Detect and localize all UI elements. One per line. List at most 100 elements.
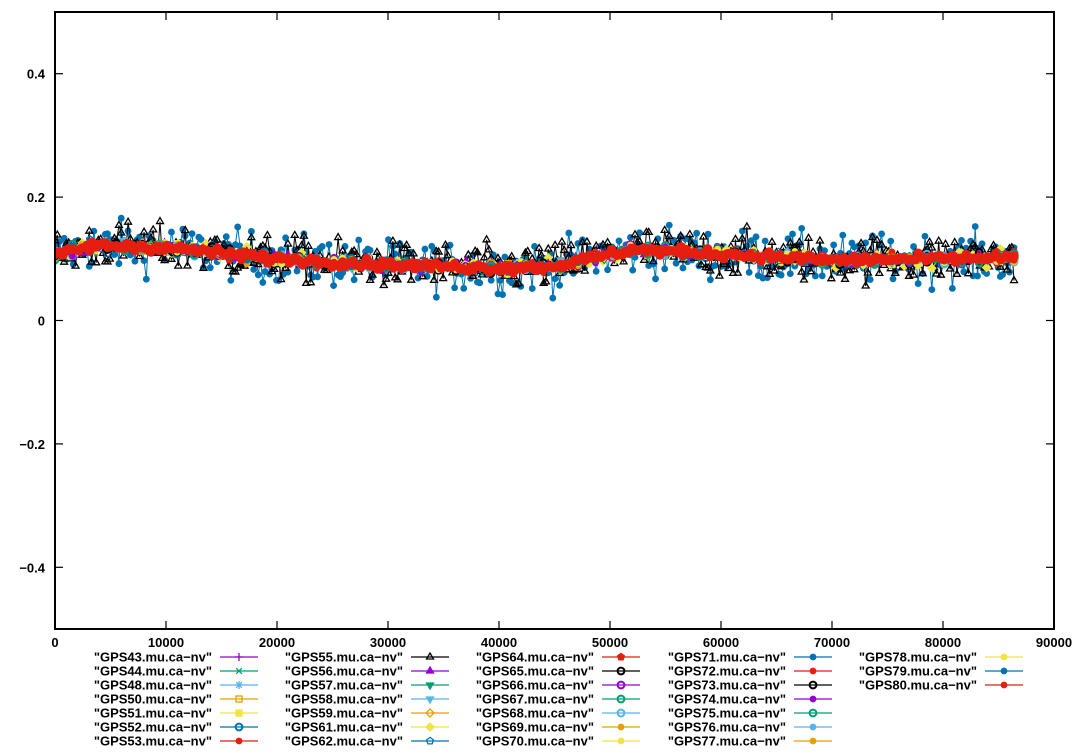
data-point [761, 237, 769, 245]
data-point [839, 231, 847, 239]
data-point [282, 234, 290, 242]
legend-swatch-marker [425, 736, 435, 745]
data-point [539, 277, 549, 286]
data-point [981, 262, 992, 273]
y-tick-label: −0.2 [19, 437, 45, 452]
data-point [577, 237, 588, 246]
data-point [365, 275, 375, 284]
data-point [983, 270, 991, 277]
legend-swatch-marker [809, 695, 817, 703]
data-point [785, 237, 795, 246]
legend-swatch-marker [616, 666, 626, 676]
data-point [730, 234, 741, 243]
data-point [139, 226, 149, 235]
legend-item: "GPS66.mu.ca−nv" [476, 678, 640, 693]
legend-item: "GPS51.mu.ca−nv" [94, 706, 258, 721]
legend-item: "GPS56.mu.ca−nv" [285, 664, 449, 679]
data-point [501, 253, 509, 261]
data-point [159, 255, 170, 264]
data-point [367, 269, 378, 278]
data-point [799, 274, 809, 283]
data-point [660, 225, 670, 234]
data-point [105, 253, 115, 262]
legend-swatch-marker [234, 722, 244, 732]
data-point [429, 274, 439, 283]
legend-label: "GPS75.mu.ca−nv" [668, 706, 786, 721]
legend-item: "GPS61.mu.ca−nv" [285, 720, 449, 735]
data-point [664, 231, 674, 240]
data-point [115, 260, 123, 267]
data-point [867, 232, 878, 241]
data-point [934, 235, 944, 244]
data-point [826, 273, 836, 282]
data-point [155, 216, 165, 225]
legend-label: "GPS70.mu.ca−nv" [476, 734, 594, 749]
data-point [890, 268, 900, 277]
data-point [974, 272, 981, 280]
data-point [698, 231, 709, 240]
data-point [296, 240, 307, 249]
data-point [769, 265, 779, 274]
data-point [223, 261, 234, 270]
legend-label: "GPS59.mu.ca−nv" [285, 706, 403, 721]
data-point [276, 274, 286, 283]
legend-item: "GPS65.mu.ca−nv" [476, 664, 640, 679]
data-point [704, 230, 712, 238]
data-point [148, 224, 158, 233]
x-tick-label: 40000 [481, 635, 517, 650]
data-point [878, 230, 886, 238]
y-tick-label: −0.4 [19, 560, 45, 575]
data-point [618, 256, 629, 265]
data-point [652, 275, 659, 283]
legend-label: "GPS43.mu.ca−nv" [94, 650, 212, 665]
data-point [290, 230, 300, 239]
data-point [714, 270, 725, 279]
data-point [634, 236, 645, 245]
data-point [91, 257, 101, 266]
data-point [679, 264, 687, 272]
data-point [952, 268, 962, 277]
legend-item: "GPS75.mu.ca−nv" [668, 706, 832, 721]
legend-swatch-marker [235, 681, 243, 689]
data-point [874, 268, 884, 277]
data-point [254, 271, 262, 279]
data-point [928, 286, 936, 293]
data-point [936, 269, 946, 278]
data-point [116, 227, 126, 236]
legend-swatch-marker [235, 737, 243, 745]
data-point [379, 280, 389, 289]
data-point [777, 271, 785, 279]
legend-label: "GPS50.mu.ca−nv" [94, 692, 212, 707]
axes-layer: 0 10000 20000 30000 40000 50000 60000 70000 8000… [19, 12, 1072, 650]
data-point [507, 251, 517, 260]
data-point [872, 234, 882, 243]
data-point [234, 223, 242, 231]
data-point [705, 265, 715, 274]
data-point [566, 240, 576, 249]
data-point [333, 232, 343, 241]
series-band-top [55, 237, 1019, 278]
legend-swatch-marker [425, 651, 435, 660]
data-point [650, 236, 661, 245]
data-point [338, 245, 348, 254]
data-point [806, 266, 816, 275]
x-tick-label: 60000 [703, 635, 739, 650]
data-point [408, 248, 419, 257]
data-point [86, 256, 97, 265]
legend-swatch-marker [808, 708, 818, 718]
data-point [559, 245, 569, 254]
data-point [574, 240, 582, 247]
data-point [227, 276, 235, 284]
data-point [392, 274, 403, 283]
data-point [582, 236, 592, 245]
data-point [219, 239, 229, 248]
data-point [528, 285, 536, 292]
data-point [479, 252, 489, 261]
data-point [665, 221, 673, 229]
data-point [349, 245, 359, 254]
data-point [84, 225, 94, 234]
legend-label: "GPS55.mu.ca−nv" [285, 650, 403, 665]
data-point [104, 230, 111, 238]
data-point [789, 230, 796, 238]
data-point [940, 238, 951, 247]
